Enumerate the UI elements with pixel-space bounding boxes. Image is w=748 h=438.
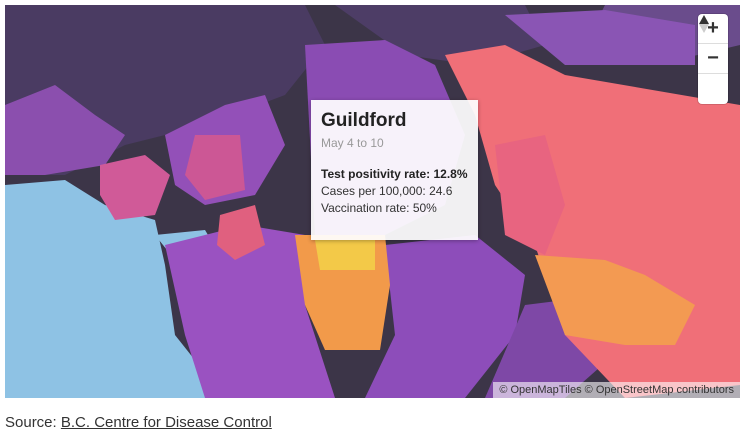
zoom-out[interactable]: − <box>698 44 728 74</box>
region-orange <box>315 240 375 270</box>
map[interactable]: Guildford May 4 to 10 Test positivity ra… <box>5 5 740 398</box>
region-dark <box>505 10 695 65</box>
region-purple <box>365 235 525 398</box>
compass-south <box>699 24 709 33</box>
source-prefix: Source: <box>5 414 61 431</box>
map-controls: + − <box>698 14 728 104</box>
zoom-in[interactable]: + <box>698 14 728 44</box>
region-pink <box>217 205 265 260</box>
tooltip-date: May 4 to 10 <box>321 136 384 150</box>
tooltip-stat: Vaccination rate: 50% <box>321 201 437 215</box>
source-link[interactable]: B.C. Centre for Disease Control <box>60 414 272 431</box>
region-pink <box>495 135 565 255</box>
region-purple <box>165 225 335 398</box>
compass-icon <box>699 15 709 33</box>
water <box>5 180 225 398</box>
compass-north <box>699 15 709 24</box>
source: Source: B.C. Centre for Disease Control <box>5 414 272 431</box>
region-orange <box>295 235 695 350</box>
tooltip: Guildford May 4 to 10 Test positivity ra… <box>311 100 478 240</box>
region-pink <box>185 135 245 200</box>
tooltip-title: Guildford <box>321 110 407 131</box>
tooltip-stat: Cases per 100,000: 24.6 <box>321 184 453 198</box>
tooltip-stat: Test positivity rate: 12.8% <box>321 167 468 181</box>
region-purple <box>5 85 125 175</box>
compass[interactable] <box>698 15 728 104</box>
region-orange <box>535 255 695 345</box>
region-pink <box>100 155 170 220</box>
attribution: © OpenMapTiles © OpenStreetMap contribut… <box>493 382 740 398</box>
